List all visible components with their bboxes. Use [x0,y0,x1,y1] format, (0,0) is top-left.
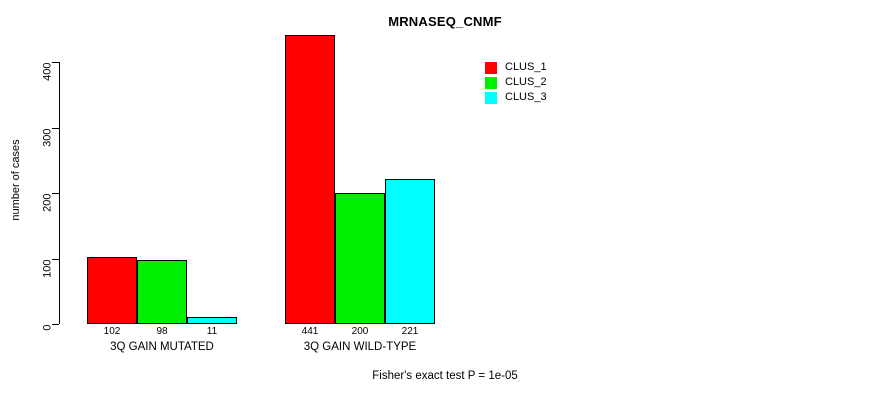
bar-clus_1-group-1 [87,257,137,324]
bar-clus_2-group-1 [137,260,187,324]
y-axis-tick [52,127,59,129]
legend-item: CLUS_1 [485,60,547,75]
y-axis-tick [52,258,59,260]
bar-clus_2-group-2 [335,193,385,324]
bar-value-label: 11 [206,326,218,337]
legend-item: CLUS_2 [485,75,547,90]
bar-value-label: 200 [351,326,369,337]
legend-item-label: CLUS_2 [505,76,547,88]
legend-swatch-icon [485,76,497,89]
y-axis-tick [52,62,59,63]
bar-value-label: 221 [401,326,419,337]
bar-value-label: 441 [301,326,319,337]
legend-item-label: CLUS_3 [505,91,547,103]
bar-value-label: 98 [156,326,168,337]
legend-swatch-icon [485,91,497,104]
group-label: 3Q GAIN WILD-TYPE [303,341,417,353]
y-axis-line [59,62,60,324]
bar-value-label: 102 [103,326,121,337]
y-axis-tick [52,324,59,325]
legend-item-label: CLUS_1 [505,61,547,73]
legend: CLUS_1 CLUS_2 CLUS_3 [485,60,547,105]
bar-clus_3-group-2 [385,179,435,324]
group-label: 3Q GAIN MUTATED [110,341,214,353]
y-axis-tick-label: 0 [41,324,54,331]
statistical-test-annotation: Fisher's exact test P = 1e-05 [372,370,518,382]
legend-item: CLUS_3 [485,90,547,105]
bar-clus_3-group-1 [187,317,237,324]
bars-layer [87,35,435,324]
y-axis-tick [52,193,59,194]
chart-title: MRNASEQ_CNMF [388,14,502,29]
legend-swatch-icon [485,61,497,74]
bar-clus_1-group-2 [285,35,335,324]
